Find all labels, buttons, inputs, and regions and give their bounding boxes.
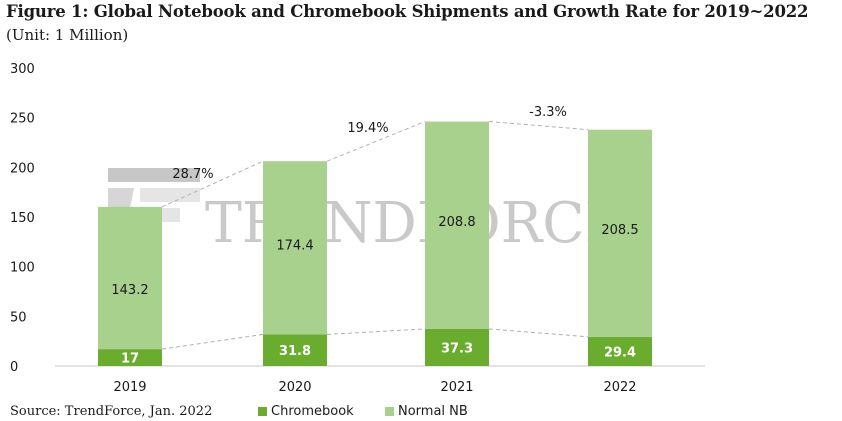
data-label-chromebook: 31.8 (279, 344, 311, 359)
chromebook-connector-line (488, 328, 589, 338)
chromebook-connector-line (161, 333, 264, 350)
growth-rate-label: 28.7% (172, 167, 213, 182)
y-tick-label: 0 (10, 360, 18, 375)
data-label-normal-nb: 143.2 (111, 283, 148, 298)
legend-chromebook: Chromebook (258, 404, 354, 419)
y-tick-label: 250 (10, 112, 35, 127)
growth-rate-label: -3.3% (529, 105, 567, 120)
bar-chromebook (98, 349, 162, 366)
chart-title: Figure 1: Global Notebook and Chromebook… (6, 2, 809, 21)
legend-normal-nb: Normal NB (385, 404, 468, 419)
bar-normal-nb (588, 129, 652, 337)
x-tick-label: 2019 (113, 380, 146, 395)
total-connector-line (488, 121, 589, 131)
legend-label-normal-nb: Normal NB (398, 404, 468, 419)
x-tick-label: 2020 (278, 380, 311, 395)
data-label-chromebook: 17 (121, 352, 139, 367)
data-label-chromebook: 37.3 (441, 341, 473, 356)
bar-chromebook (263, 334, 327, 366)
y-tick-label: 200 (10, 161, 35, 176)
total-connector-line (326, 121, 426, 162)
y-tick-label: 300 (10, 62, 35, 77)
x-tick-label: 2022 (603, 380, 636, 395)
legend-label-chromebook: Chromebook (271, 404, 354, 419)
data-label-chromebook: 29.4 (604, 345, 636, 360)
y-tick-label: 150 (10, 211, 35, 226)
y-tick-label: 50 (10, 310, 27, 325)
chromebook-connector-line (326, 328, 426, 335)
data-label-normal-nb: 208.8 (438, 215, 475, 230)
bar-normal-nb (425, 121, 489, 329)
y-tick-label: 100 (10, 261, 35, 276)
chart-unit: (Unit: 1 Million) (6, 26, 129, 44)
legend-swatch-normal-nb (385, 407, 394, 416)
total-connector-line (161, 160, 264, 208)
x-tick-label: 2021 (440, 380, 473, 395)
data-label-normal-nb: 174.4 (276, 238, 313, 253)
bar-normal-nb (263, 161, 327, 335)
bar-chromebook (425, 328, 489, 366)
bar-chromebook (588, 336, 652, 366)
source-note: Source: TrendForce, Jan. 2022 (10, 404, 213, 419)
growth-rate-label: 19.4% (347, 121, 388, 136)
data-label-normal-nb: 208.5 (601, 223, 638, 238)
legend-swatch-chromebook (258, 407, 267, 416)
bar-normal-nb (98, 206, 162, 350)
